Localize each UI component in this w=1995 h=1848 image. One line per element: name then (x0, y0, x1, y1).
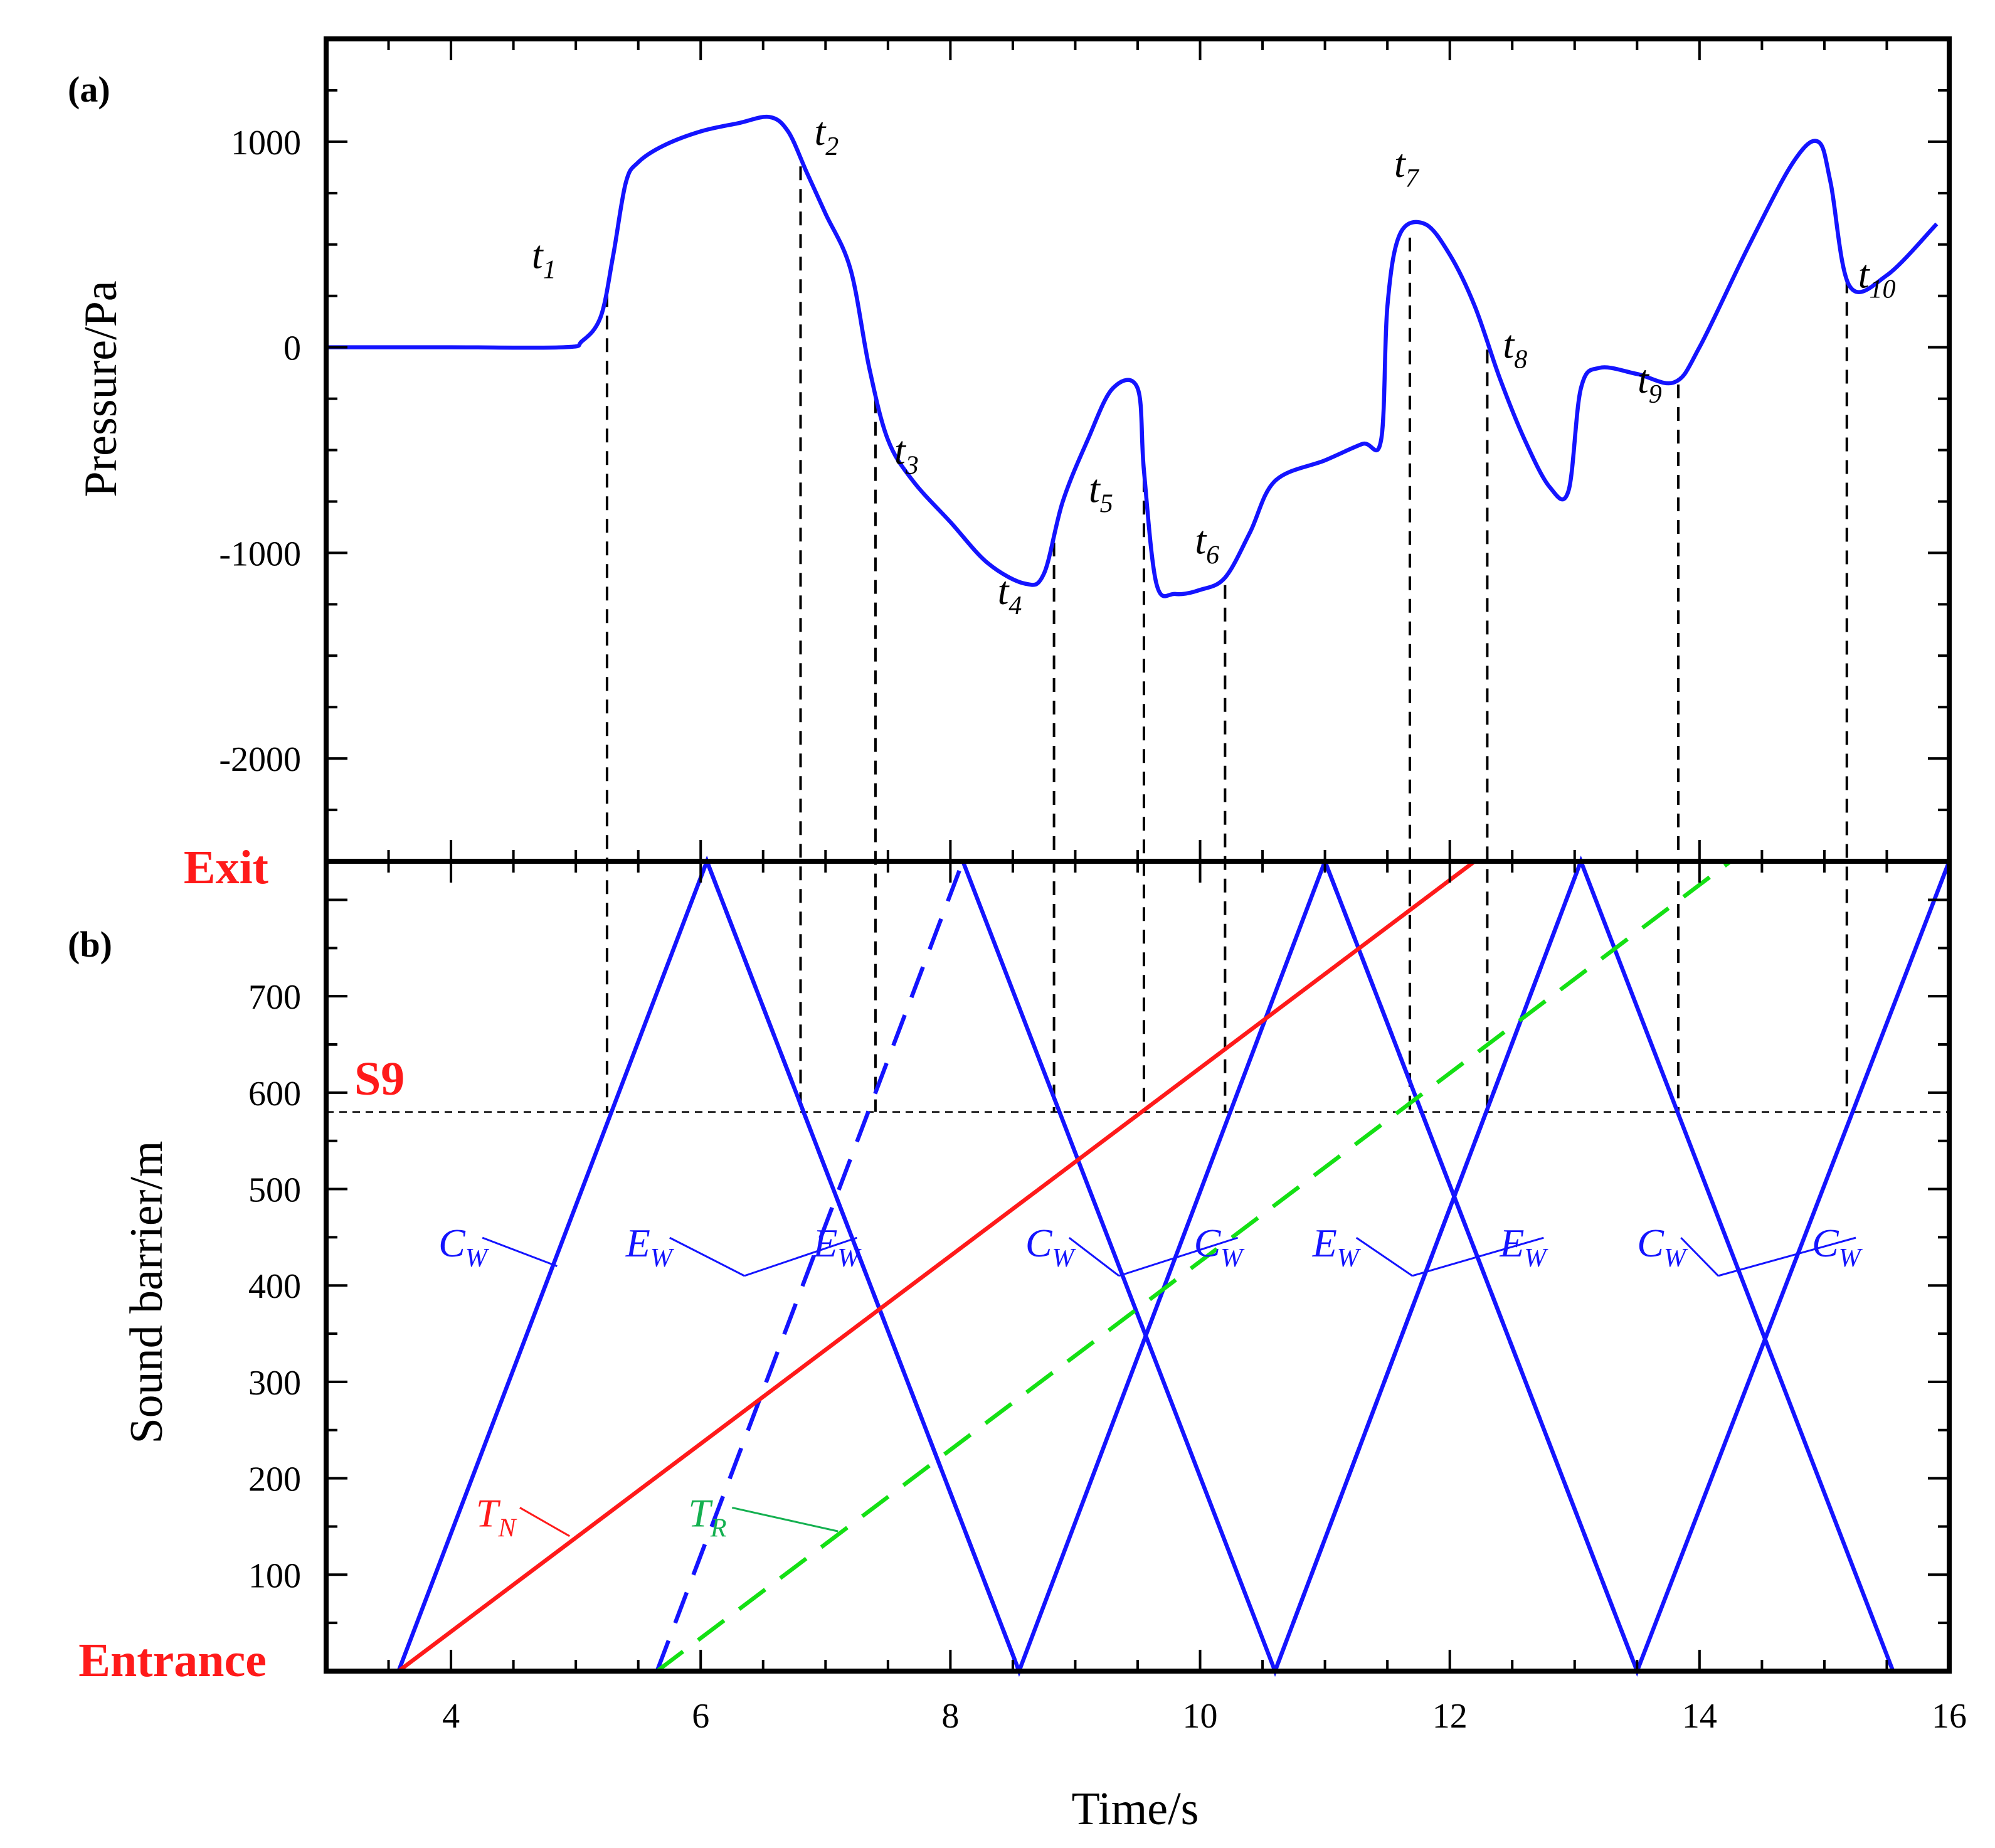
series-line-ew-6 (1273, 860, 1583, 1672)
time-label-t4: t4 (998, 568, 1022, 620)
line-label-leader-10 (519, 1507, 570, 1537)
x-tick-label-16: 16 (1932, 1697, 1967, 1736)
panel-a-label: (a) (68, 69, 110, 110)
ya-tick-label-2: -1000 (219, 534, 301, 573)
time-label-t7: t7 (1394, 141, 1420, 193)
line-label-leader-11 (731, 1507, 839, 1532)
entrance-label: Entrance (78, 1634, 267, 1687)
x-tick-label-12: 12 (1432, 1697, 1468, 1736)
line-label-leader-2 (669, 1236, 745, 1277)
x-tick-label-6: 6 (692, 1697, 709, 1736)
guide-lines-layer (326, 166, 1949, 1113)
s9-label: S9 (354, 1053, 405, 1105)
ya-tick-label-0: 1000 (231, 124, 301, 162)
line-label-leader-8 (1680, 1237, 1719, 1277)
ya-tick-label-3: -2000 (219, 740, 301, 779)
line-label-leader-1 (482, 1236, 558, 1267)
line-label-cw-1: CW (438, 1221, 490, 1273)
x-tick-label-4: 4 (442, 1697, 460, 1736)
line-label-ew-7: EW (1499, 1221, 1548, 1273)
line-label-cw-8: CW (1637, 1221, 1688, 1273)
yb-tick-label-200: 200 (248, 1460, 301, 1499)
panel-b-label: (b) (68, 924, 112, 965)
line-label-leader-3 (744, 1236, 857, 1277)
line-label-cw-5: CW (1194, 1221, 1246, 1273)
line-label-cw-4: CW (1025, 1221, 1077, 1273)
x-axis-title: Time/s (1072, 1783, 1199, 1835)
series-line-ew-4 (655, 860, 965, 1672)
ya-tick-label-1: 0 (283, 329, 301, 368)
line-label-leader-4 (1068, 1236, 1120, 1277)
pressure-curve (326, 114, 1939, 598)
series-line-tn-7 (397, 859, 1476, 1673)
panel-b-ylabel: Sound barrier/m (121, 1141, 172, 1444)
time-label-t5: t5 (1089, 466, 1113, 518)
x-tick-label-10: 10 (1183, 1697, 1218, 1736)
time-label-t2: t2 (814, 109, 839, 161)
x-tick-label-8: 8 (941, 1697, 959, 1736)
line-label-leader-9 (1718, 1236, 1856, 1277)
yb-tick-label-600: 600 (248, 1075, 301, 1113)
time-label-t8: t8 (1503, 322, 1527, 374)
yb-tick-label-400: 400 (248, 1267, 301, 1306)
exit-label: Exit (184, 841, 268, 894)
yb-tick-label-100: 100 (248, 1556, 301, 1595)
time-label-t6: t6 (1195, 518, 1219, 570)
panel-a-frame (324, 36, 1952, 864)
line-label-ew-2: EW (625, 1221, 675, 1273)
series-line-cw-1 (396, 855, 1952, 1677)
line-label-tr-11: TR (688, 1490, 726, 1543)
yb-tick-label-500: 500 (248, 1171, 301, 1210)
time-label-t3: t3 (894, 428, 919, 481)
yb-tick-label-300: 300 (248, 1364, 301, 1403)
x-tick-label-14: 14 (1682, 1697, 1717, 1736)
line-label-ew-3: EW (812, 1221, 862, 1273)
line-label-ew-6: EW (1312, 1221, 1362, 1273)
line-label-tn-10: TN (476, 1490, 517, 1543)
series-line-tr-8 (655, 859, 1732, 1673)
line-label-leader-6 (1355, 1236, 1413, 1277)
axes-layer: 4 6 8 10 12 14 16 1000 0 -1000 -2000 100 200 300 400 50… (219, 36, 1967, 1736)
line-label-leader-7 (1412, 1236, 1544, 1277)
time-label-t9: t9 (1638, 357, 1662, 409)
time-label-t10: t10 (1858, 252, 1896, 304)
series-line-ew-3 (705, 860, 1021, 1672)
line-label-leader-5 (1118, 1236, 1239, 1277)
yb-tick-label-700: 700 (248, 978, 301, 1017)
series-line-ew-5 (1323, 860, 1639, 1672)
time-label-t1: t1 (532, 232, 556, 284)
panel-b-frame (324, 859, 1952, 1674)
panel-a-ylabel: Pressure/Pa (75, 280, 127, 497)
